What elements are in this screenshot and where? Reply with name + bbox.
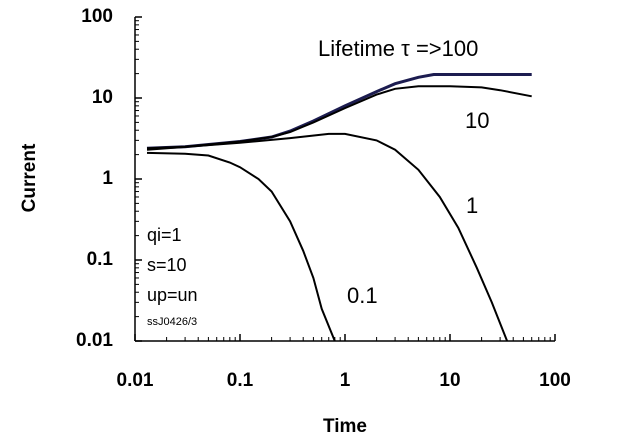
series-label: 1 <box>466 193 478 218</box>
series-line <box>146 132 509 342</box>
series-line <box>146 85 532 150</box>
y-tick-label: 0.1 <box>87 249 114 270</box>
series-label: 10 <box>465 108 489 133</box>
y-tick-label: 0.01 <box>76 330 113 351</box>
annotation: ssJ0426/3 <box>147 316 197 328</box>
x-tick-label: 0.01 <box>117 370 154 391</box>
annotation: up=un <box>147 285 198 305</box>
x-tick-label: 10 <box>439 370 460 391</box>
y-tick-label: 1 <box>102 168 113 189</box>
x-tick-label: 100 <box>539 370 571 391</box>
x-axis-title: Time <box>323 416 367 437</box>
series-line <box>146 151 336 342</box>
annotation: qi=1 <box>147 225 182 245</box>
annotation: s=10 <box>147 255 187 275</box>
y-tick-label: 100 <box>81 6 113 27</box>
x-tick-label: 1 <box>340 370 351 391</box>
x-tick-label: 0.1 <box>227 370 254 391</box>
series-label: Lifetime τ =>100 <box>318 36 478 61</box>
y-axis-title: Current <box>19 143 40 212</box>
y-tick-label: 10 <box>92 87 113 108</box>
series-label: 0.1 <box>347 283 378 308</box>
